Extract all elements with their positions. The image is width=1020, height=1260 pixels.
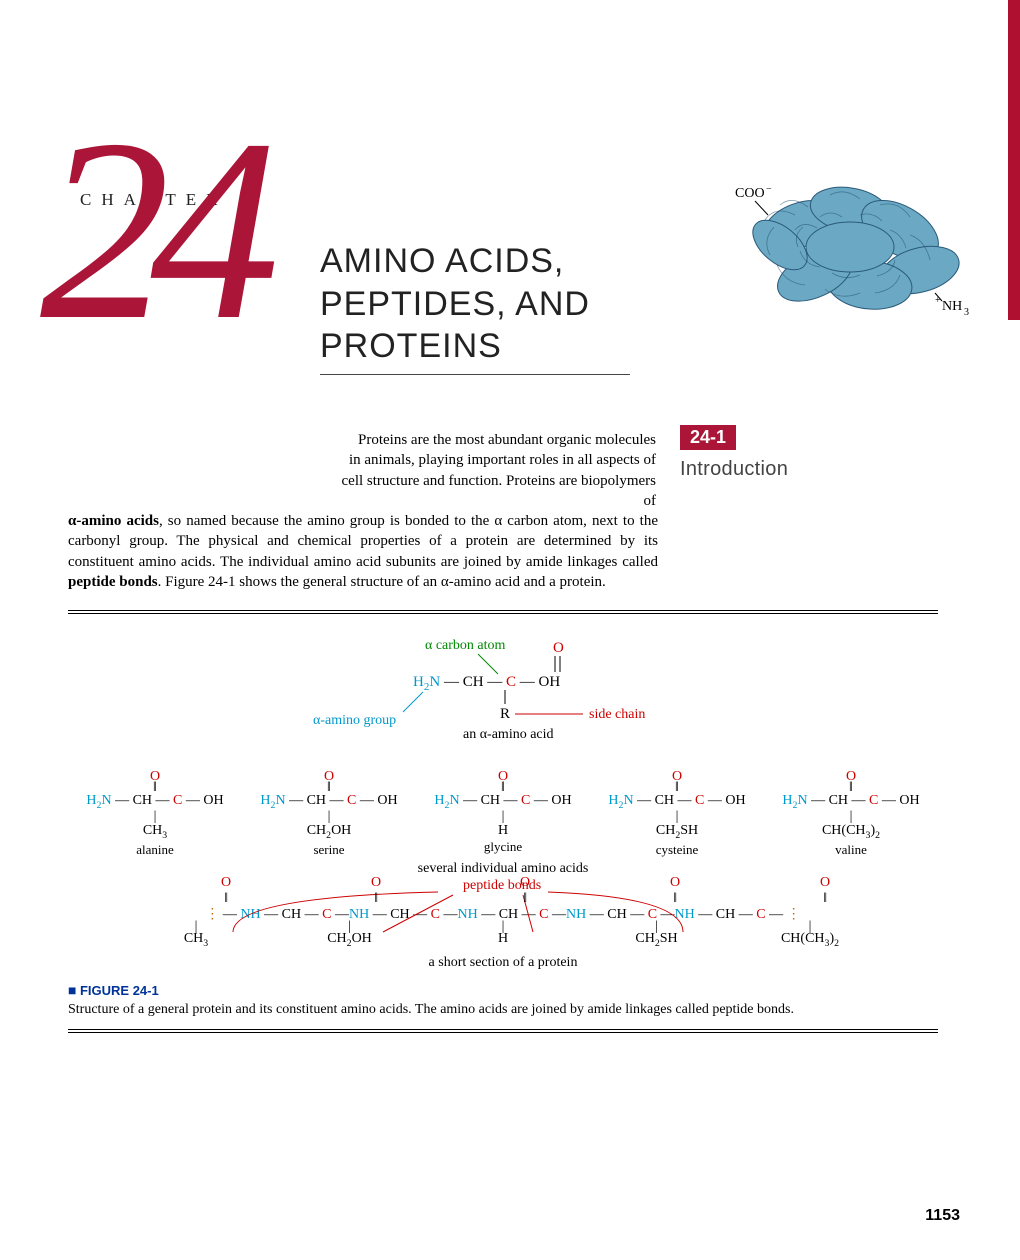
intro-paragraph: Proteins are the most abundant organic m… bbox=[68, 430, 658, 592]
section-title: Introduction bbox=[680, 458, 788, 481]
amino-acid: O ‖ H2N — CH — C — OH | H glycine bbox=[434, 769, 571, 857]
amino-acid: O ‖ H2N — CH — C — OH | CH2SH cysteine bbox=[608, 769, 745, 857]
amino-acid: O ‖ H2N — CH — C — OH | CH2OH serine bbox=[260, 769, 397, 857]
svg-text:COO: COO bbox=[735, 186, 765, 201]
figure-caption: ■ FIGURE 24-1 Structure of a general pro… bbox=[68, 983, 938, 1019]
alpha-amino-label: α-amino group bbox=[313, 713, 396, 728]
figure-label: FIGURE 24-1 bbox=[80, 983, 159, 998]
bold-term: peptide bonds bbox=[68, 574, 158, 590]
alpha-carbon-label: α carbon atom bbox=[425, 638, 506, 653]
amino-acid: O ‖ H2N — CH — C — OH | CH3 alanine bbox=[86, 769, 223, 857]
chapter-title: AMINO ACIDS, PEPTIDES, AND PROTEINS bbox=[320, 240, 630, 375]
intro-lead: Proteins are the most abundant organic m… bbox=[326, 430, 656, 511]
bold-term: α-amino acids bbox=[68, 513, 159, 529]
title-line: PEPTIDES, AND bbox=[320, 285, 590, 323]
peptide-chain-diagram: peptide bonds ⋮ — NH — CH — C — NH — CH … bbox=[68, 907, 938, 971]
general-caption: an α-amino acid bbox=[463, 727, 554, 742]
section-badge: 24-1 bbox=[680, 425, 736, 450]
title-line: AMINO ACIDS, bbox=[320, 242, 564, 280]
figure-24-1: α carbon atom O H2N — CH — C — OH α-amin… bbox=[68, 610, 938, 1033]
svg-text:−: − bbox=[766, 184, 772, 195]
amino-acid: O ‖ H2N — CH — C — OH | CH(CH3)2 valine bbox=[782, 769, 919, 857]
svg-text:NH: NH bbox=[942, 299, 962, 314]
svg-text:O: O bbox=[553, 640, 564, 656]
page-number: 1153 bbox=[925, 1207, 960, 1225]
chapter-number: 24 bbox=[40, 100, 260, 360]
side-chain-label: side chain bbox=[589, 707, 645, 722]
row-caption: several individual amino acids bbox=[68, 861, 938, 877]
figure-caption-text: Structure of a general protein and its c… bbox=[68, 1002, 794, 1017]
section-header: 24-1 Introduction bbox=[680, 425, 788, 481]
peptide-bond-arcs: peptide bonds bbox=[93, 877, 913, 937]
edge-tab bbox=[1008, 0, 1020, 320]
title-line: PROTEINS bbox=[320, 327, 502, 365]
protein-caption: a short section of a protein bbox=[68, 955, 938, 971]
amino-acid-row: O ‖ H2N — CH — C — OH | CH3 alanine O ‖ … bbox=[68, 769, 938, 857]
svg-text:R: R bbox=[500, 706, 510, 722]
general-amino-acid-diagram: α carbon atom O H2N — CH — C — OH α-amin… bbox=[303, 634, 703, 744]
svg-text:H2N — CH — C — OH: H2N — CH — C — OH bbox=[413, 674, 560, 693]
svg-text:3: 3 bbox=[964, 307, 969, 318]
protein-illustration: COO − + NH 3 bbox=[710, 175, 960, 335]
